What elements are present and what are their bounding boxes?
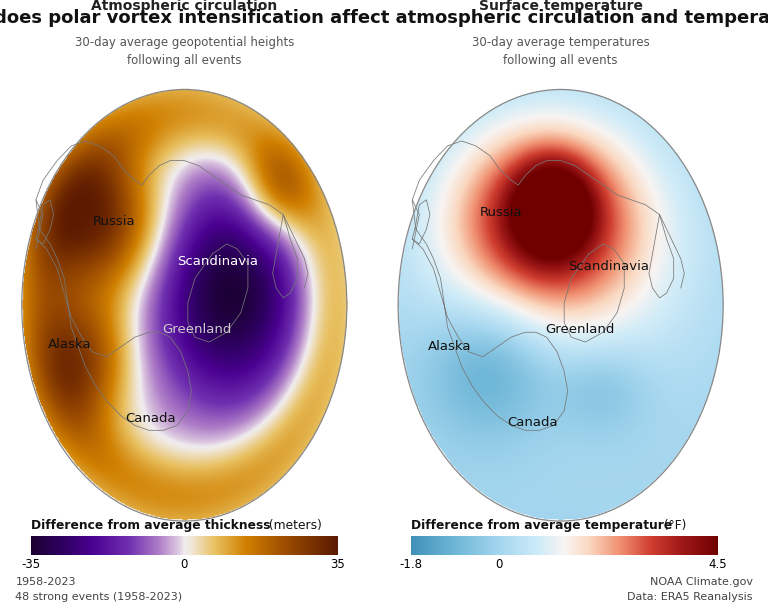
Text: (meters): (meters) bbox=[265, 519, 322, 532]
Text: Russia: Russia bbox=[479, 205, 522, 219]
Text: Greenland: Greenland bbox=[545, 323, 614, 337]
Text: 48 strong events (1958-2023): 48 strong events (1958-2023) bbox=[15, 592, 183, 602]
Text: Scandinavia: Scandinavia bbox=[177, 254, 258, 268]
Text: Difference from average thickness: Difference from average thickness bbox=[31, 519, 270, 532]
Text: 30-day average geopotential heights
following all events: 30-day average geopotential heights foll… bbox=[74, 36, 294, 67]
Text: NOAA Climate.gov: NOAA Climate.gov bbox=[650, 577, 753, 587]
Text: Difference from average temperature: Difference from average temperature bbox=[411, 519, 672, 532]
Text: Canada: Canada bbox=[125, 411, 176, 425]
Text: Alaska: Alaska bbox=[48, 338, 91, 351]
Text: How does polar vortex intensification affect atmospheric circulation and tempera: How does polar vortex intensification af… bbox=[0, 9, 768, 27]
Text: Russia: Russia bbox=[92, 215, 135, 229]
Text: Atmospheric circulation: Atmospheric circulation bbox=[91, 0, 277, 13]
Text: Data: ERA5 Reanalysis: Data: ERA5 Reanalysis bbox=[627, 592, 753, 602]
Text: 1958-2023: 1958-2023 bbox=[15, 577, 76, 587]
Text: 30-day average temperatures
following all events: 30-day average temperatures following al… bbox=[472, 36, 650, 67]
Text: (°F): (°F) bbox=[660, 519, 687, 532]
Text: Alaska: Alaska bbox=[428, 340, 471, 354]
Text: Scandinavia: Scandinavia bbox=[568, 259, 649, 273]
Text: Greenland: Greenland bbox=[162, 323, 231, 337]
Text: Surface temperature: Surface temperature bbox=[478, 0, 643, 13]
Text: Canada: Canada bbox=[507, 416, 558, 430]
